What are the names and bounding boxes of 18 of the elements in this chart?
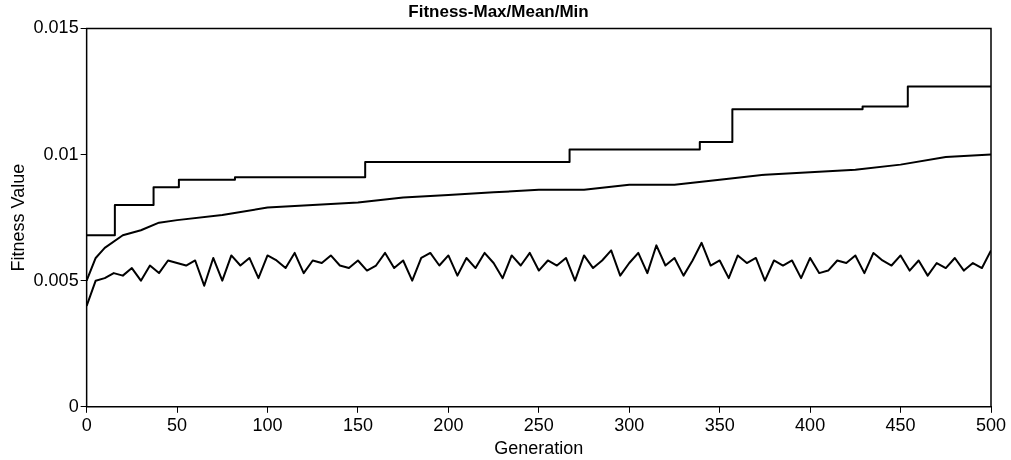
y-tick-label: 0: [68, 395, 79, 416]
x-tick-label: 300: [614, 414, 645, 435]
x-tick-label: 0: [81, 414, 92, 435]
chart-title: Fitness-Max/Mean/Min: [408, 1, 589, 21]
x-tick-label: 450: [885, 414, 916, 435]
y-axis-title: Fitness Value: [7, 163, 28, 272]
x-tick-label: 350: [704, 414, 735, 435]
x-axis-title: Generation: [494, 438, 584, 459]
x-tick-label: 50: [167, 414, 188, 435]
y-tick-label: 0.01: [43, 143, 79, 164]
x-tick-label: 200: [433, 414, 464, 435]
x-tick-label: 250: [523, 414, 554, 435]
y-tick-label: 0.005: [33, 269, 79, 290]
x-tick-label: 500: [975, 414, 1007, 435]
x-tick-label: 100: [252, 414, 283, 435]
x-tick-label: 400: [795, 414, 826, 435]
y-tick-label: 0.015: [33, 17, 79, 38]
x-tick-label: 150: [342, 414, 373, 435]
